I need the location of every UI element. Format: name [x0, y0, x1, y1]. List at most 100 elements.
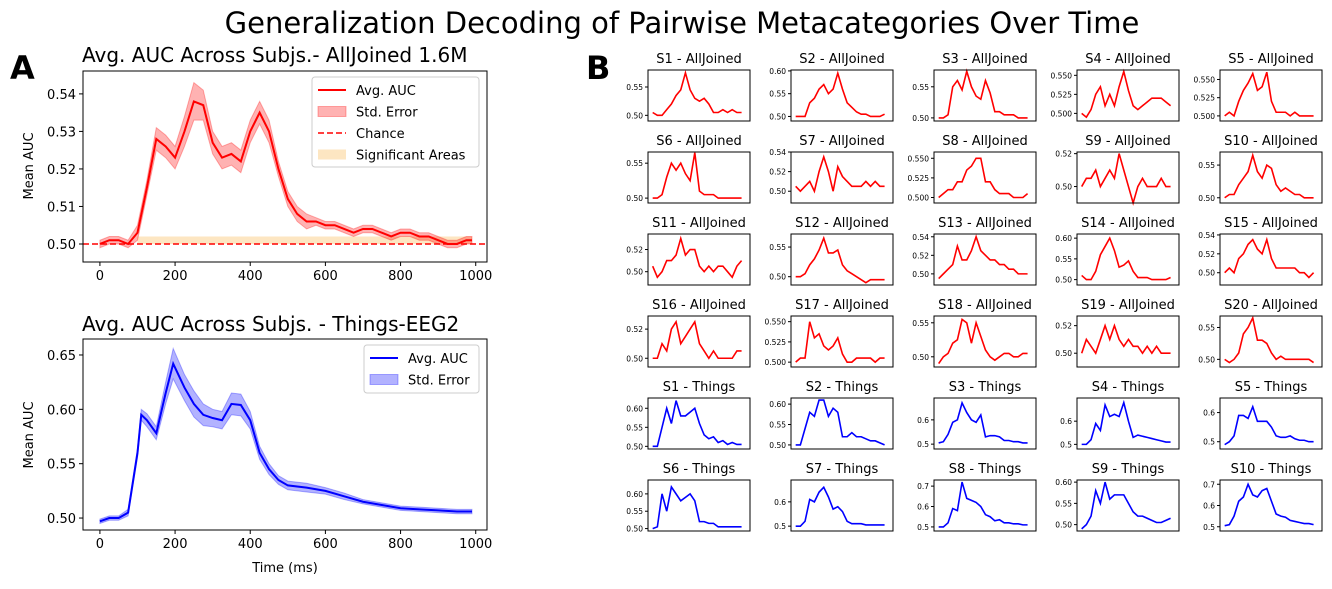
axes-frame [647, 233, 751, 286]
subplot-s2-alljoined: S2 - AllJoined 0.50 0.55 0.60 [769, 52, 894, 122]
y-tick-label: 0.55 [1055, 499, 1072, 508]
subplot-title: S2 - AllJoined [799, 52, 884, 67]
subject-auc-line [651, 235, 743, 279]
subplot-s12-alljoined: S12 - AllJoined 0.50 0.55 [769, 216, 894, 286]
x-tick-label: 1000 [459, 269, 492, 284]
subplot-s11-alljoined: S11 - AllJoined 0.50 0.52 [626, 216, 751, 286]
y-tick-label: 0.60 [1055, 478, 1072, 487]
subplot-title: S9 - AllJoined [1085, 134, 1170, 149]
y-tick-label: 0.6 [917, 503, 929, 512]
subject-auc-line [938, 157, 1029, 199]
axes-frame [1076, 69, 1180, 122]
subject-auc-line [1081, 481, 1171, 530]
axes-frame [1076, 479, 1180, 532]
subplot-s17-alljoined: S17 - AllJoined 0.500 0.525 0.550 [765, 298, 894, 368]
y-tick-label: 0.5 [917, 523, 929, 532]
y-tick-label: 0.50 [1055, 521, 1072, 530]
x-tick-label: 600 [313, 537, 338, 552]
y-tick-label: 0.6 [917, 416, 929, 425]
y-tick-label: 0.55 [912, 319, 929, 328]
y-tick-label: 0.6 [1060, 417, 1072, 426]
y-tick-label: 0.54 [1198, 231, 1215, 240]
y-tick-label: 0.60 [626, 404, 643, 413]
x-tick-label: 200 [163, 537, 188, 552]
subject-auc-line [1224, 482, 1314, 527]
y-tick-label: 0.50 [47, 512, 76, 527]
plot-a1-title: Avg. AUC Across Subjs.- AllJoined 1.6M [82, 43, 468, 67]
y-tick-label: 0.525 [765, 338, 787, 347]
subplot-title: S2 - Things [806, 380, 879, 395]
y-tick-label: 0.5 [1060, 440, 1072, 449]
y-tick-label: 0.525 [908, 174, 930, 183]
subplot-s4-things: S4 - Things 0.5 0.6 [1060, 380, 1180, 450]
subject-auc-line [1080, 153, 1171, 206]
subplot-s6-things: S6 - Things 0.50 0.55 0.60 [626, 462, 751, 534]
y-tick-label: 0.54 [912, 233, 929, 242]
legend-entry: Std. Error [356, 106, 418, 121]
subplot-s16-alljoined: S16 - AllJoined 0.50 0.52 [626, 298, 751, 368]
subplot-s9-things: S9 - Things 0.50 0.55 0.60 [1055, 462, 1180, 532]
y-tick-label: 0.52 [1055, 150, 1072, 159]
x-tick-label: 0 [96, 269, 104, 284]
plot-a2-xlabel: Time (ms) [251, 561, 318, 576]
axes-frame [1219, 69, 1323, 122]
subplot-title: S5 - Things [1235, 380, 1308, 395]
axes-frame [933, 479, 1037, 532]
y-tick-label: 0.550 [908, 154, 930, 163]
subject-auc-line [652, 484, 742, 530]
y-tick-label: 0.550 [1051, 71, 1073, 80]
y-tick-label: 0.7 [1203, 480, 1215, 489]
y-tick-label: 0.50 [1198, 194, 1215, 203]
legend-patch-icon [317, 106, 347, 117]
subplot-title: S16 - AllJoined [652, 298, 746, 313]
y-tick-label: 0.500 [1051, 109, 1073, 118]
y-tick-label: 0.50 [626, 268, 643, 277]
subplot-title: S8 - AllJoined [942, 134, 1027, 149]
y-tick-label: 0.60 [769, 400, 786, 409]
subplot-title: S18 - AllJoined [938, 298, 1032, 313]
subplot-title: S13 - AllJoined [938, 216, 1032, 231]
legend-entry: Significant Areas [356, 149, 466, 164]
plot-a1: 0 200 400 600 800 1000 0.50 0.51 0.52 0.53 0.54 Avg… [47, 70, 492, 284]
x-tick-label: 800 [388, 537, 413, 552]
significant-area [137, 236, 472, 244]
y-tick-label: 0.52 [1198, 250, 1215, 259]
legend: Avg. AUC Std. Error [363, 344, 480, 394]
y-tick-label: 0.525 [1051, 90, 1073, 99]
subplot-title: S9 - Things [1092, 462, 1165, 477]
subplot-s19-alljoined: S19 - AllJoined 0.50 0.52 [1055, 298, 1180, 368]
subplot-title: S1 - AllJoined [656, 52, 741, 67]
axes-frame [790, 397, 894, 450]
y-tick-label: 0.500 [765, 358, 787, 367]
y-tick-label: 0.50 [769, 112, 786, 121]
y-tick-label: 0.55 [769, 243, 786, 252]
subject-auc-line [938, 481, 1028, 528]
y-tick-label: 0.6 [1203, 409, 1215, 418]
subplot-title: S19 - AllJoined [1081, 298, 1175, 313]
plot-a2-title: Avg. AUC Across Subjs. - Things-EEG2 [82, 312, 459, 336]
subplot-title: S20 - AllJoined [1224, 298, 1318, 313]
subject-auc-line [795, 485, 885, 527]
legend-patch-icon [318, 149, 346, 160]
subplot-title: S15 - AllJoined [1224, 216, 1318, 231]
y-tick-label: 0.50 [1198, 269, 1215, 278]
y-tick-label: 0.52 [1055, 322, 1072, 331]
figure-title: Generalization Decoding of Pairwise Meta… [225, 6, 1140, 40]
y-tick-label: 0.500 [908, 194, 930, 203]
legend-patch-icon [369, 374, 399, 385]
subplot-title: S12 - AllJoined [795, 216, 889, 231]
y-tick-label: 0.50 [912, 353, 929, 362]
subject-auc-line [795, 235, 885, 284]
subject-auc-line [938, 400, 1028, 444]
subplot-title: S10 - Things [1231, 462, 1312, 477]
subject-auc-line [938, 234, 1028, 280]
y-tick-label: 0.50 [1198, 355, 1215, 364]
y-tick-label: 0.55 [626, 423, 643, 432]
subject-auc-line [938, 318, 1028, 365]
y-tick-label: 0.6 [1203, 502, 1215, 511]
axes-frame [647, 69, 751, 122]
y-tick-label: 0.50 [1055, 183, 1072, 192]
subplot-title: S7 - Things [806, 462, 879, 477]
subject-auc-line [795, 154, 885, 194]
subplot-title: S17 - AllJoined [795, 298, 889, 313]
